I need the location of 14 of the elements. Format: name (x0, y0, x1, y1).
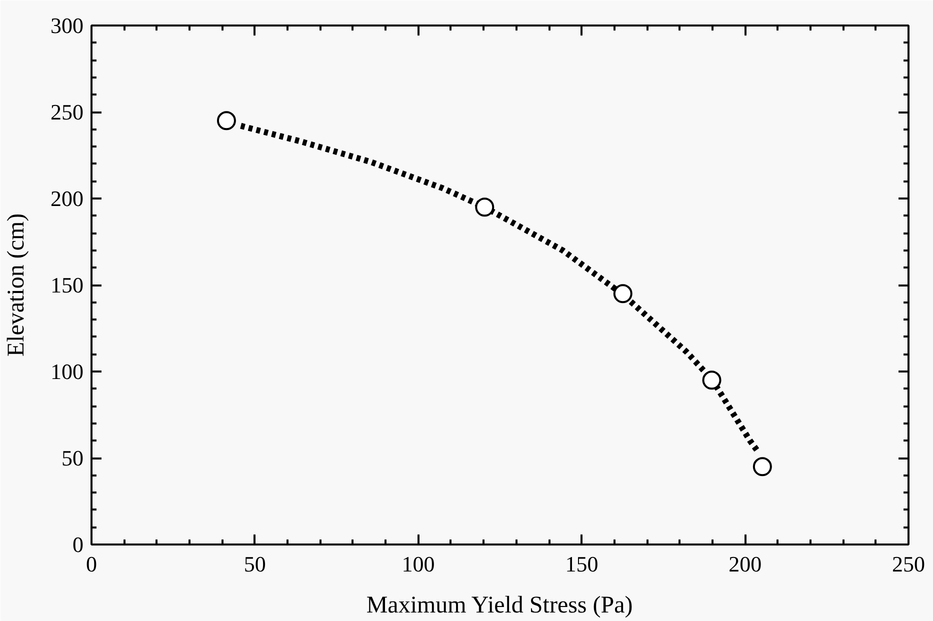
x-tick-label: 100 (402, 552, 435, 576)
x-axis-title: Maximum Yield Stress (Pa) (366, 592, 633, 618)
y-axis-title: Elevation (cm) (4, 213, 30, 357)
y-tick-label: 150 (50, 272, 84, 298)
x-tick-label: 250 (892, 552, 925, 576)
x-tick-label: 150 (565, 552, 598, 576)
y-tick-label: 50 (62, 446, 84, 470)
y-tick-label: 300 (50, 13, 84, 38)
y-tick-label: 0 (72, 532, 84, 557)
x-tick-label: 200 (728, 552, 762, 576)
x-tick-label: 50 (244, 552, 266, 576)
y-tick-label: 200 (50, 186, 84, 211)
y-tick-label: 250 (50, 100, 84, 124)
y-tick-label: 100 (50, 359, 84, 384)
